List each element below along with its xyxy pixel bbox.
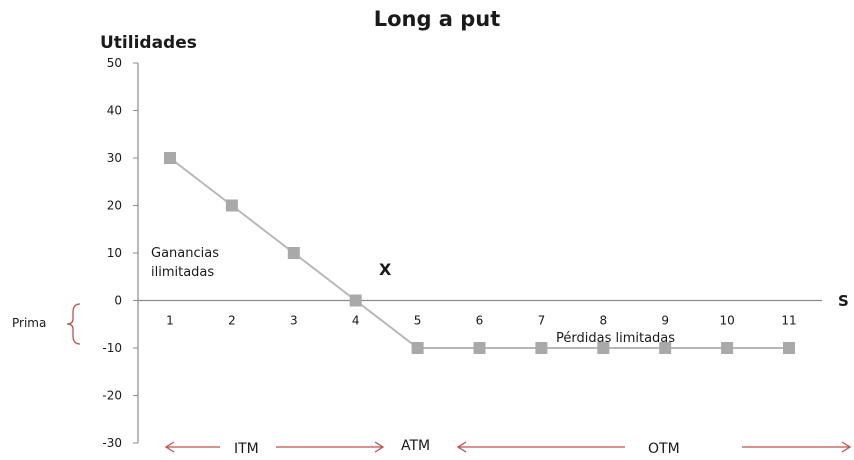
y-tick-label: 30 <box>107 151 122 165</box>
y-tick-label: 0 <box>114 294 122 308</box>
x-tick-label: 4 <box>352 314 360 328</box>
data-point <box>721 342 734 354</box>
x-tick-label: 6 <box>476 314 484 328</box>
itm-arrowhead-right <box>374 441 385 453</box>
x-tick-label: 11 <box>781 314 796 328</box>
otm-arrowhead-right <box>841 441 852 453</box>
y-tick-label: -20 <box>102 389 122 403</box>
zone-atm: ATM <box>401 438 430 454</box>
data-point <box>287 247 300 259</box>
data-point <box>164 152 176 164</box>
x-tick-label: 1 <box>166 314 174 328</box>
x-tick-label: 7 <box>538 314 546 328</box>
otm-arrowhead-left <box>456 441 467 453</box>
moneyness-zones: ITM ATM OTM <box>164 438 852 457</box>
data-point <box>597 342 610 354</box>
y-tick-label: 50 <box>107 56 122 70</box>
data-point <box>411 342 424 354</box>
data-point <box>535 342 548 354</box>
x-tick-label: 2 <box>228 314 236 328</box>
zone-itm: ITM <box>234 441 259 457</box>
premium-label: Prima <box>12 316 46 330</box>
itm-arrowhead-left <box>164 441 175 453</box>
x-tick-label: 10 <box>719 314 734 328</box>
premium-brace <box>66 303 81 345</box>
data-point <box>783 342 795 354</box>
y-axis-label: Utilidades <box>100 33 197 53</box>
x-axis-label: S <box>838 292 849 310</box>
series-payoff <box>164 152 795 354</box>
x-tick-label: 5 <box>414 314 422 328</box>
y-tick-label: 20 <box>107 199 122 213</box>
axes <box>137 63 822 443</box>
data-point <box>659 342 672 354</box>
data-point <box>473 342 486 354</box>
y-tick-label: -10 <box>102 341 122 355</box>
x-tick-label: 3 <box>290 314 298 328</box>
chart-title: Long a put <box>374 7 501 31</box>
x-tick-label: 9 <box>661 314 669 328</box>
gains-label-line2: ilimitadas <box>151 265 214 280</box>
y-tick-label: -30 <box>102 436 122 450</box>
data-point <box>349 294 362 307</box>
losses-label: Pérdidas limitadas <box>556 331 675 346</box>
data-point <box>225 199 238 212</box>
gains-label-line1: Ganancias <box>151 246 219 261</box>
strike-label: X <box>379 260 392 279</box>
y-tick-labels: 50 40 30 20 10 0 -10 -20 -30 <box>102 56 138 450</box>
y-tick-label: 40 <box>107 104 122 118</box>
x-tick-label: 8 <box>599 314 607 328</box>
zone-otm: OTM <box>648 441 680 457</box>
y-tick-label: 10 <box>107 246 122 260</box>
x-tick-labels: 1 2 3 4 5 6 7 8 9 10 11 <box>166 314 796 328</box>
